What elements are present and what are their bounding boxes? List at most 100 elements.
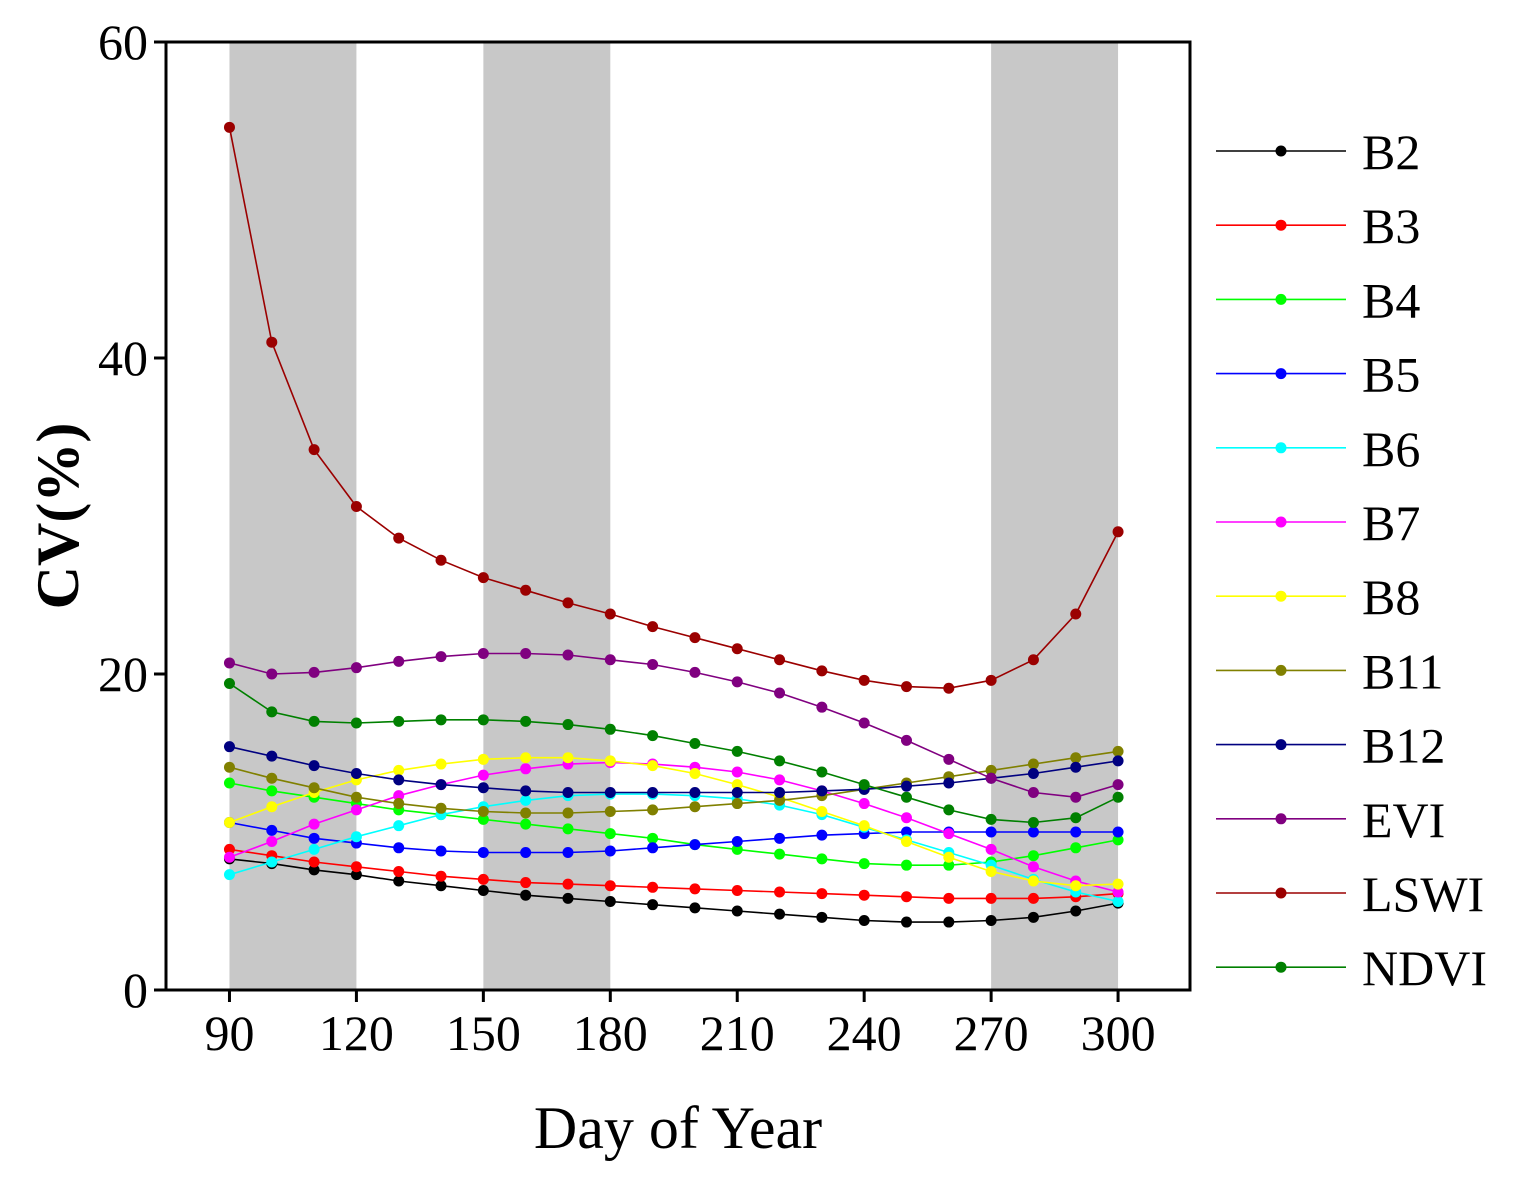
legend-label: B11 bbox=[1362, 643, 1444, 699]
data-point-b5 bbox=[520, 847, 532, 859]
x-tick-label: 150 bbox=[446, 1005, 521, 1061]
legend-label: B3 bbox=[1362, 198, 1420, 254]
data-point-evi bbox=[689, 666, 701, 678]
legend-marker bbox=[1275, 961, 1287, 973]
legend-marker bbox=[1275, 368, 1287, 380]
data-point-b11 bbox=[350, 791, 362, 803]
series-line-b2 bbox=[229, 858, 1119, 923]
data-point-b12 bbox=[647, 787, 659, 798]
data-point-b5 bbox=[308, 832, 320, 844]
data-point-b5 bbox=[477, 847, 489, 859]
data-point-b3 bbox=[604, 880, 616, 892]
data-point-evi bbox=[647, 659, 659, 671]
x-tick-label: 210 bbox=[700, 1005, 775, 1061]
legend-item-b6: B6 bbox=[1216, 421, 1420, 477]
shaded-band-1 bbox=[229, 42, 357, 990]
data-point-lswi bbox=[223, 121, 235, 133]
data-point-b7 bbox=[350, 804, 362, 816]
series-line-evi bbox=[229, 652, 1119, 799]
data-point-b4 bbox=[1070, 842, 1082, 854]
data-point-b8 bbox=[731, 779, 743, 791]
data-point-b2 bbox=[604, 896, 616, 908]
data-point-b5 bbox=[985, 826, 997, 838]
legend-item-b4: B4 bbox=[1216, 272, 1420, 328]
data-point-b2 bbox=[435, 880, 447, 892]
series-line-b5 bbox=[229, 821, 1119, 854]
legend-label: B4 bbox=[1362, 272, 1420, 328]
series-line-b11 bbox=[229, 750, 1119, 814]
x-tick-label: 180 bbox=[573, 1005, 648, 1061]
data-point-b12 bbox=[266, 750, 278, 762]
data-point-b11 bbox=[1112, 745, 1124, 757]
data-point-lswi bbox=[477, 572, 489, 584]
data-point-b8 bbox=[477, 753, 489, 765]
data-point-b8 bbox=[266, 801, 278, 813]
legend-label: B8 bbox=[1362, 569, 1420, 625]
data-point-b12 bbox=[774, 787, 786, 798]
y-axis: 0 20 40 60 bbox=[98, 14, 166, 1018]
x-axis: 90 120 150 180 210 240 270 300 bbox=[204, 990, 1156, 1061]
data-point-b2 bbox=[1070, 905, 1082, 917]
data-point-b12 bbox=[308, 760, 320, 772]
data-point-b11 bbox=[647, 804, 659, 816]
data-point-b4 bbox=[223, 777, 235, 789]
data-point-b11 bbox=[308, 782, 320, 794]
data-point-evi bbox=[520, 647, 532, 659]
series-line-b8 bbox=[229, 756, 1119, 887]
data-point-b3 bbox=[985, 892, 997, 904]
data-point-lswi bbox=[435, 554, 447, 566]
data-point-evi bbox=[604, 654, 616, 666]
data-point-b5 bbox=[731, 835, 743, 847]
data-point-lswi bbox=[308, 444, 320, 456]
data-point-b11 bbox=[604, 805, 616, 817]
data-point-b4 bbox=[562, 823, 574, 835]
series-b8 bbox=[223, 752, 1124, 892]
data-point-b8 bbox=[562, 752, 574, 764]
data-point-b8 bbox=[520, 752, 532, 764]
series-layer bbox=[223, 121, 1124, 928]
data-point-ndvi bbox=[562, 719, 574, 731]
data-point-b8 bbox=[604, 755, 616, 767]
data-point-ndvi bbox=[350, 717, 362, 729]
data-point-b7 bbox=[477, 769, 489, 781]
series-lswi bbox=[223, 121, 1124, 694]
data-point-b12 bbox=[223, 741, 235, 753]
data-point-b2 bbox=[900, 916, 912, 928]
y-axis-title: CV(%) bbox=[25, 423, 91, 610]
data-point-b7 bbox=[1112, 886, 1124, 898]
data-point-lswi bbox=[774, 654, 786, 666]
data-point-b4 bbox=[858, 858, 870, 870]
data-point-b11 bbox=[477, 805, 489, 817]
series-line-lswi bbox=[228, 127, 1119, 690]
series-line-ndvi bbox=[229, 682, 1119, 824]
data-point-b11 bbox=[393, 798, 405, 810]
data-point-b7 bbox=[858, 798, 870, 810]
data-point-evi bbox=[774, 687, 786, 699]
data-point-b2 bbox=[562, 892, 574, 904]
data-point-ndvi bbox=[266, 706, 278, 718]
legend-marker bbox=[1275, 293, 1287, 305]
data-point-b2 bbox=[477, 884, 489, 896]
data-point-b7 bbox=[266, 835, 278, 847]
data-point-b3 bbox=[943, 892, 955, 904]
legend-marker bbox=[1275, 516, 1287, 528]
legend-label: B6 bbox=[1362, 421, 1420, 477]
data-point-ndvi bbox=[816, 766, 828, 778]
data-point-lswi bbox=[943, 682, 955, 694]
data-point-b2 bbox=[985, 914, 997, 926]
data-point-ndvi bbox=[731, 745, 743, 757]
data-point-b6 bbox=[1112, 896, 1124, 908]
legend-label: NDVI bbox=[1362, 940, 1487, 996]
data-point-lswi bbox=[562, 597, 574, 609]
data-point-b2 bbox=[816, 911, 828, 923]
data-point-b4 bbox=[1112, 834, 1124, 846]
data-point-ndvi bbox=[223, 677, 235, 689]
data-point-b5 bbox=[604, 845, 616, 857]
data-point-b3 bbox=[816, 888, 828, 900]
data-point-ndvi bbox=[900, 791, 912, 803]
data-point-ndvi bbox=[604, 723, 616, 735]
shaded-bands bbox=[229, 42, 1119, 990]
legend-item-ndvi: NDVI bbox=[1216, 940, 1487, 996]
legend-marker bbox=[1275, 145, 1287, 157]
data-point-b4 bbox=[604, 828, 616, 840]
